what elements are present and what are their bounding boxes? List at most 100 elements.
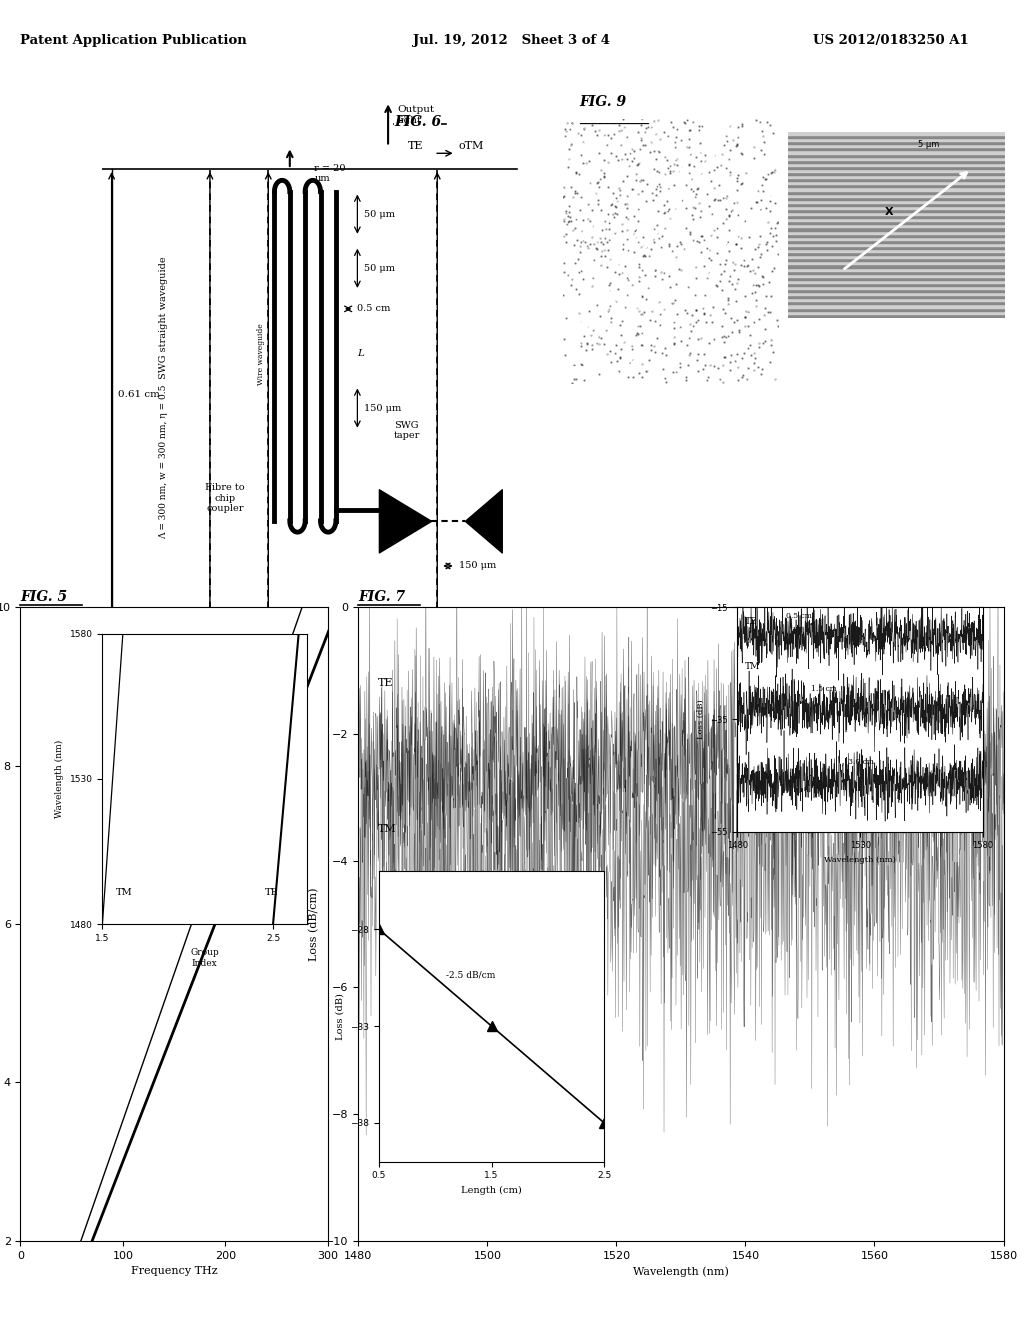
Point: [765, 226, 781, 247]
Point: [637, 121, 653, 143]
Point: [594, 219, 610, 240]
Point: [629, 322, 645, 343]
Point: [701, 354, 718, 375]
Point: [629, 219, 645, 240]
Point: [591, 326, 607, 347]
Point: [751, 337, 767, 358]
Point: [766, 257, 782, 279]
Point: [714, 327, 730, 348]
Point: [746, 360, 763, 381]
Point: [720, 288, 736, 309]
Point: [756, 304, 772, 325]
Point: [718, 326, 734, 347]
Point: [640, 116, 656, 137]
Point: [724, 199, 740, 220]
Point: [767, 368, 783, 389]
Point: [625, 367, 641, 388]
Point: [693, 201, 710, 222]
Point: [717, 253, 733, 275]
Point: [701, 239, 718, 260]
Point: [714, 144, 730, 165]
Point: [731, 321, 748, 342]
Point: [727, 253, 743, 275]
Point: [739, 255, 756, 276]
Point: [657, 216, 674, 238]
Point: [555, 209, 571, 230]
Point: [758, 169, 774, 190]
Point: [682, 222, 698, 243]
Point: [596, 149, 612, 170]
Point: [730, 116, 746, 137]
Point: [646, 260, 663, 281]
Point: [729, 191, 745, 213]
Point: [714, 315, 730, 337]
Point: [563, 133, 580, 154]
Text: SW: SW: [581, 220, 600, 240]
Point: [602, 128, 618, 149]
Point: [575, 326, 592, 347]
Point: [613, 148, 630, 169]
Point: [624, 178, 640, 199]
Point: [590, 194, 606, 215]
Point: [574, 230, 591, 251]
Point: [757, 168, 773, 189]
Point: [726, 259, 742, 280]
Point: [662, 207, 678, 228]
Point: [678, 366, 694, 387]
Point: [679, 302, 695, 323]
Point: [718, 249, 734, 271]
Point: [727, 351, 743, 372]
Point: [560, 148, 577, 169]
Point: [689, 348, 706, 370]
Point: [736, 210, 753, 231]
Point: [684, 209, 700, 230]
Point: [686, 187, 702, 209]
Point: [568, 368, 585, 389]
Point: [651, 227, 668, 248]
Point: [622, 352, 638, 374]
Point: [712, 174, 728, 195]
Text: FIG. 6: FIG. 6: [394, 115, 441, 129]
Point: [559, 112, 575, 133]
Point: [638, 288, 654, 309]
Point: [663, 111, 679, 132]
Point: [729, 273, 745, 294]
Point: [598, 135, 614, 156]
X-axis label: Wavelength (nm): Wavelength (nm): [633, 1266, 729, 1276]
Point: [659, 177, 676, 198]
Point: [631, 152, 647, 173]
Point: [744, 275, 761, 296]
Point: [636, 244, 652, 265]
Point: [626, 223, 642, 244]
Point: [700, 195, 717, 216]
Point: [575, 370, 592, 391]
X-axis label: Wavelength (nm): Wavelength (nm): [824, 855, 896, 863]
Point: [679, 136, 695, 157]
Point: [650, 141, 667, 162]
Point: [558, 223, 574, 244]
Point: [626, 140, 642, 161]
Point: [769, 213, 785, 234]
Point: [762, 352, 778, 374]
Point: [699, 183, 716, 205]
Point: [712, 253, 728, 275]
Point: [757, 131, 773, 152]
Point: [682, 343, 698, 364]
Point: [682, 119, 698, 140]
Point: [709, 243, 725, 264]
Point: [667, 132, 683, 153]
Point: [681, 345, 697, 366]
Point: [718, 209, 734, 230]
Point: [677, 112, 693, 133]
Point: [571, 235, 588, 256]
Point: [556, 226, 572, 247]
Point: [752, 333, 768, 354]
Point: [665, 362, 681, 383]
Point: [634, 367, 650, 388]
Point: [596, 166, 612, 187]
Point: [621, 269, 637, 290]
Point: [663, 156, 679, 177]
Point: [635, 135, 651, 156]
Point: [618, 219, 635, 240]
Point: [637, 135, 653, 156]
